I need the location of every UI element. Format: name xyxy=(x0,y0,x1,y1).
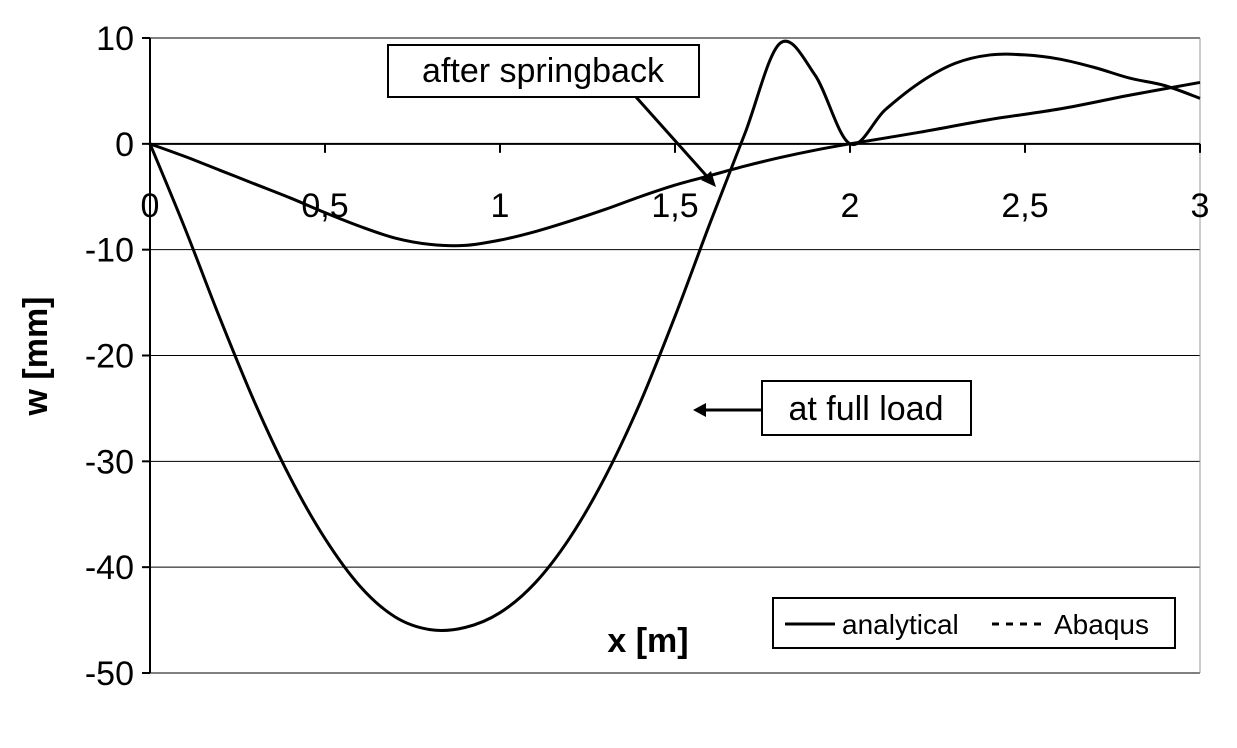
tick-labels: 100-10-20-30-40-500 0,5 1 1,5 2 2,5 3 xyxy=(85,20,1210,693)
callout-box xyxy=(761,380,972,436)
x-tick-label: 2 xyxy=(841,187,860,225)
x-tick-label: 3 xyxy=(1191,187,1210,225)
callout-after-springback: after springback xyxy=(387,44,716,187)
gridlines xyxy=(150,37,1201,674)
callout-box xyxy=(387,44,700,98)
legend: analytical Abaqus xyxy=(772,597,1176,649)
callout-label: after springback xyxy=(422,52,665,90)
series-line-abaqus-at-full-load xyxy=(149,40,1201,632)
y-axis-title: w [mm] xyxy=(17,297,55,417)
series-lines xyxy=(148,39,1201,632)
y-tick-label: -40 xyxy=(85,549,134,587)
y-tick-label: 0 xyxy=(115,126,134,164)
y-tick-label: -10 xyxy=(85,232,134,270)
legend-box xyxy=(772,597,1176,649)
callout-at-full-load: at full load xyxy=(693,380,972,436)
callout-label: at full load xyxy=(789,390,944,428)
y-tick-label: -50 xyxy=(85,655,134,693)
arrow-head xyxy=(701,171,716,187)
series-line-abaqus-after-springback xyxy=(149,81,1201,247)
y-tick-label: -20 xyxy=(85,338,134,376)
x-tick-label: 2,5 xyxy=(1001,187,1048,225)
arrow-head xyxy=(693,403,706,417)
series-line-at-full-load xyxy=(148,39,1201,632)
y-tick-label: 10 xyxy=(96,20,134,58)
callout-arrow xyxy=(634,96,714,183)
x-tick-label: 0,5 xyxy=(301,187,348,225)
x-tick-label: 0 xyxy=(141,187,160,225)
y-tick-label: -30 xyxy=(85,443,134,481)
legend-label-analytical: analytical xyxy=(842,609,959,640)
x-tick-label: 1,5 xyxy=(651,187,698,225)
x-tick-label: 1 xyxy=(491,187,510,225)
x-axis-title: x [m] xyxy=(607,622,688,660)
legend-label-abaqus: Abaqus xyxy=(1054,609,1149,640)
